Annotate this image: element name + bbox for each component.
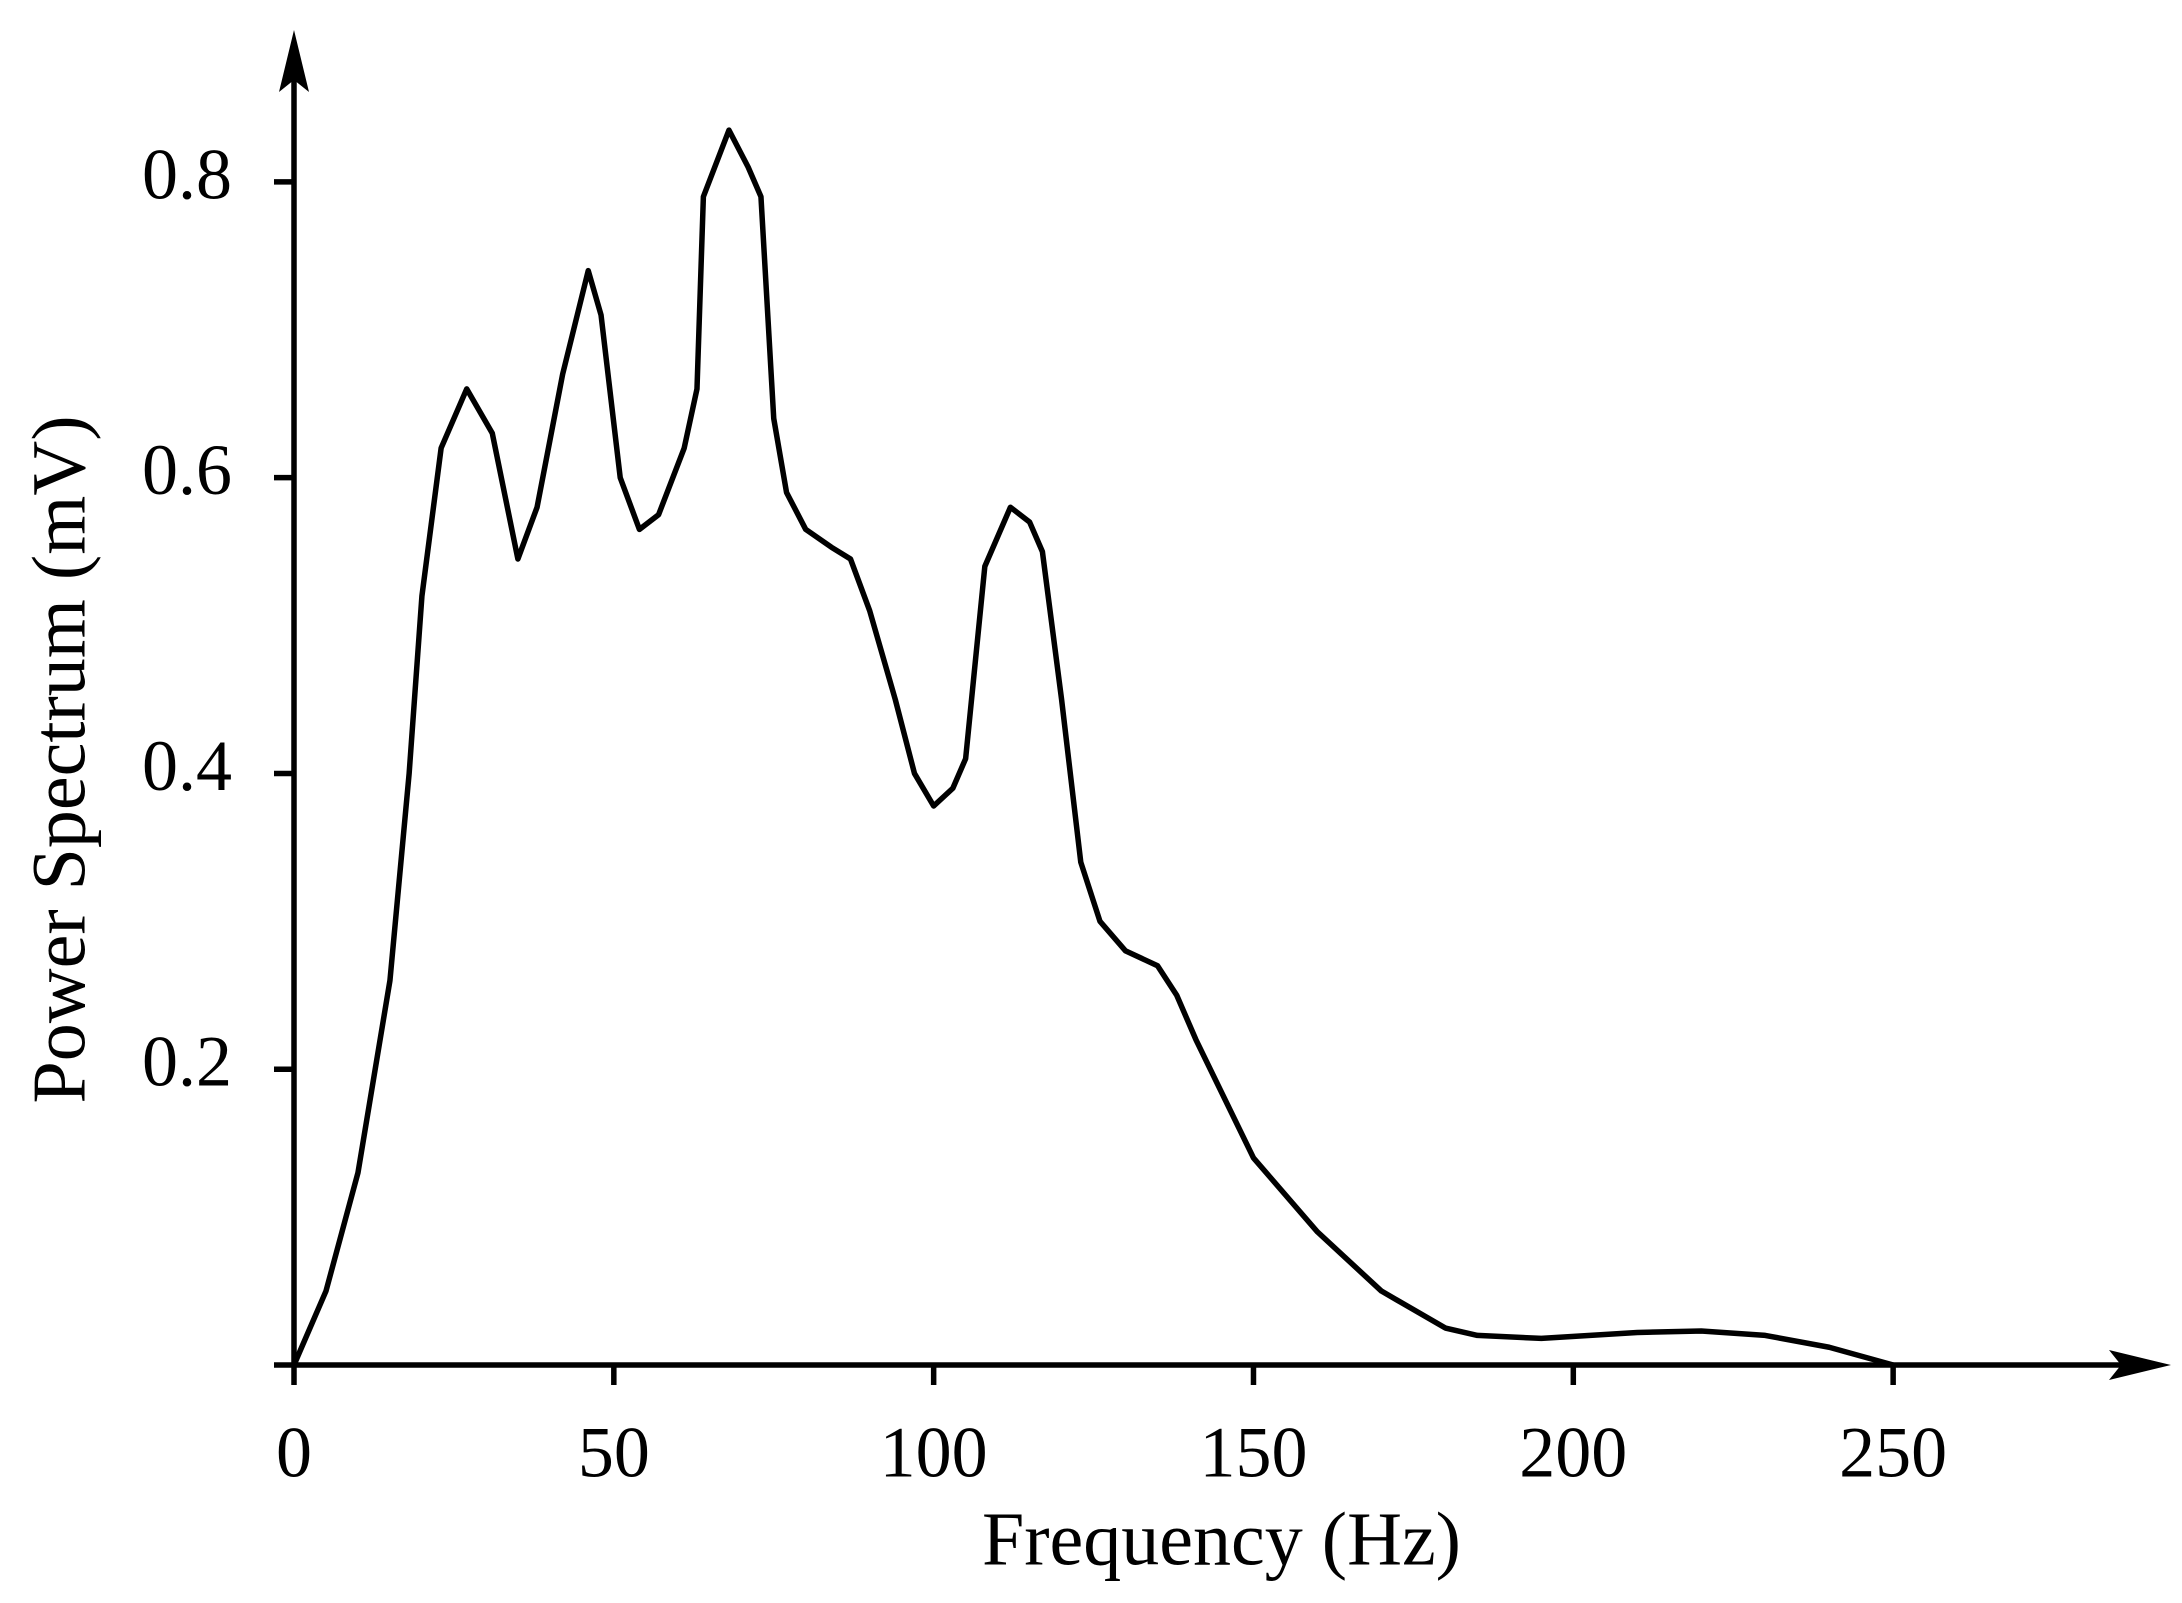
x-tick-label: 200 [1519, 1413, 1627, 1493]
line [291, 127, 1894, 1368]
x-tick-label: 250 [1839, 1413, 1947, 1493]
y-tick-label: 0.6 [142, 430, 232, 510]
y-tick-label: 0.2 [142, 1022, 232, 1102]
y-axis-arrow [279, 30, 309, 92]
y-tick-label: 0.4 [142, 726, 232, 806]
x-tick-label: 100 [880, 1413, 988, 1493]
x-tick-label: 150 [1199, 1413, 1307, 1493]
x-axis-arrow [2109, 1350, 2171, 1380]
y-tick-label: 0.8 [142, 134, 232, 214]
x-axis-label: Frequency (Hz) [982, 1497, 1461, 1581]
y-axis-label: Power Spectrum (mV) [17, 415, 101, 1103]
x-tick-label: 0 [276, 1413, 312, 1493]
x-tick-label: 50 [578, 1413, 650, 1493]
